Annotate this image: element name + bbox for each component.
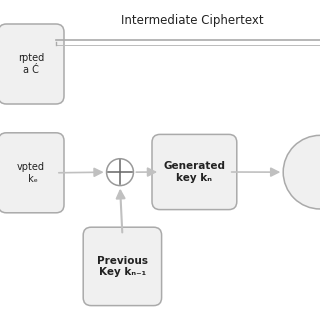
Text: vpted
 kₑ: vpted kₑ <box>17 162 45 184</box>
FancyBboxPatch shape <box>152 134 237 210</box>
Text: rpted
a Ć: rpted a Ć <box>18 53 44 75</box>
Text: Previous
Key kₙ₋₁: Previous Key kₙ₋₁ <box>97 256 148 277</box>
Text: Intermediate Ciphertext: Intermediate Ciphertext <box>121 14 263 27</box>
Circle shape <box>107 159 133 186</box>
Text: Generated
key kₙ: Generated key kₙ <box>164 161 225 183</box>
FancyBboxPatch shape <box>0 133 64 213</box>
FancyBboxPatch shape <box>0 24 64 104</box>
FancyBboxPatch shape <box>83 227 162 306</box>
Circle shape <box>283 135 320 209</box>
